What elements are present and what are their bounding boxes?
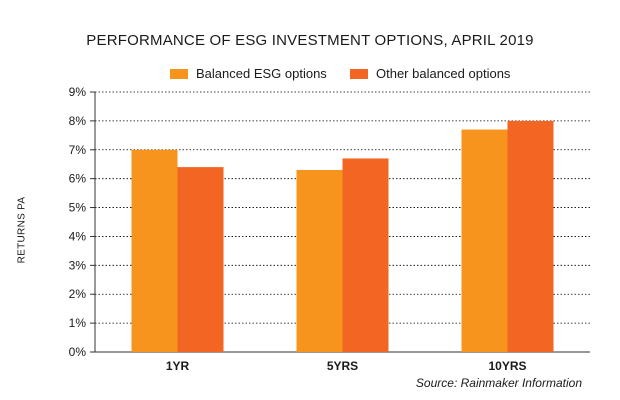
chart-title: PERFORMANCE OF ESG INVESTMENT OPTIONS, A…: [86, 32, 534, 49]
source-note: Source: Rainmaker Information: [415, 376, 582, 390]
legend-label-series1: Balanced ESG options: [196, 66, 327, 81]
x-tick-label-2: 10YRS: [488, 359, 526, 373]
y-tick-label-3: 3%: [69, 258, 87, 272]
y-tick-label-8: 8%: [69, 114, 87, 128]
y-tick-label-5: 5%: [69, 201, 87, 215]
y-tick-label-1: 1%: [69, 316, 87, 330]
legend-item-other-balanced: Other balanced options: [350, 66, 510, 81]
legend: Balanced ESG options Other balanced opti…: [0, 66, 620, 84]
bar-5yrs-series1: [296, 170, 343, 352]
x-tick-label-0: 1YR: [166, 359, 190, 373]
y-tick-label-0: 0%: [69, 345, 87, 359]
y-tick-label-2: 2%: [69, 287, 87, 301]
y-tick-label-6: 6%: [69, 172, 87, 186]
x-tick-label-1: 5YRS: [327, 359, 358, 373]
bar-10yrs-series2: [507, 120, 554, 352]
bar-1yr-series2: [177, 167, 224, 352]
legend-label-series2: Other balanced options: [376, 66, 511, 81]
y-tick-label-4: 4%: [69, 229, 87, 243]
legend-item-balanced-esg: Balanced ESG options: [170, 66, 327, 81]
bar-5yrs-series2: [342, 158, 389, 352]
bar-1yr-series1: [131, 149, 178, 352]
legend-swatch-series2: [350, 68, 368, 79]
bar-10yrs-series1: [461, 129, 508, 352]
y-tick-label-9: 9%: [69, 85, 87, 99]
y-tick-label-7: 7%: [69, 143, 87, 157]
legend-swatch-series1: [170, 68, 188, 79]
